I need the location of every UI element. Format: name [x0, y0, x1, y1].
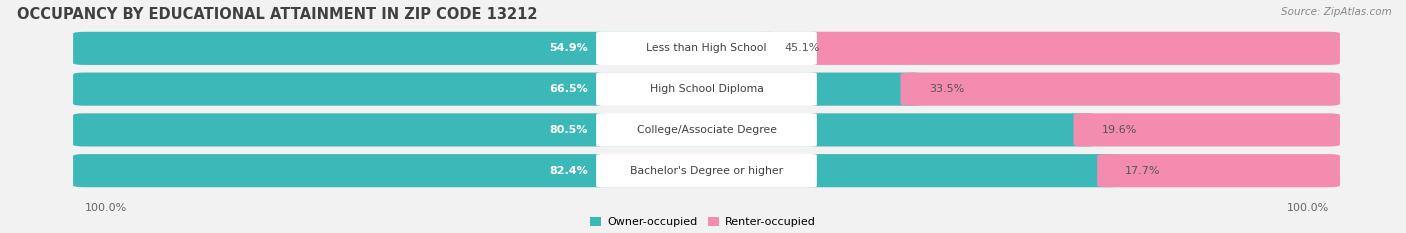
Text: OCCUPANCY BY EDUCATIONAL ATTAINMENT IN ZIP CODE 13212: OCCUPANCY BY EDUCATIONAL ATTAINMENT IN Z…: [17, 7, 537, 22]
FancyBboxPatch shape: [1097, 154, 1340, 187]
Text: Source: ZipAtlas.com: Source: ZipAtlas.com: [1281, 7, 1392, 17]
FancyBboxPatch shape: [596, 72, 817, 106]
Text: Less than High School: Less than High School: [647, 43, 766, 53]
Text: 100.0%: 100.0%: [84, 203, 127, 213]
FancyBboxPatch shape: [73, 73, 924, 106]
Text: 45.1%: 45.1%: [785, 43, 820, 53]
Text: 80.5%: 80.5%: [550, 125, 588, 135]
FancyBboxPatch shape: [596, 31, 817, 65]
FancyBboxPatch shape: [596, 154, 817, 188]
Text: 66.5%: 66.5%: [548, 84, 588, 94]
Text: 54.9%: 54.9%: [548, 43, 588, 53]
FancyBboxPatch shape: [901, 73, 1340, 106]
Text: 17.7%: 17.7%: [1125, 166, 1161, 176]
FancyBboxPatch shape: [596, 113, 817, 147]
FancyBboxPatch shape: [756, 32, 1340, 65]
FancyBboxPatch shape: [73, 113, 1340, 147]
FancyBboxPatch shape: [73, 73, 1340, 106]
Text: College/Associate Degree: College/Associate Degree: [637, 125, 776, 135]
Text: 33.5%: 33.5%: [929, 84, 965, 94]
Text: 82.4%: 82.4%: [548, 166, 588, 176]
FancyBboxPatch shape: [1074, 113, 1340, 147]
FancyBboxPatch shape: [73, 113, 1097, 147]
FancyBboxPatch shape: [73, 154, 1121, 187]
FancyBboxPatch shape: [73, 32, 1340, 65]
FancyBboxPatch shape: [73, 154, 1340, 187]
Text: 100.0%: 100.0%: [1286, 203, 1329, 213]
FancyBboxPatch shape: [73, 32, 779, 65]
Text: Bachelor's Degree or higher: Bachelor's Degree or higher: [630, 166, 783, 176]
Text: High School Diploma: High School Diploma: [650, 84, 763, 94]
Legend: Owner-occupied, Renter-occupied: Owner-occupied, Renter-occupied: [591, 217, 815, 227]
Text: 19.6%: 19.6%: [1102, 125, 1137, 135]
